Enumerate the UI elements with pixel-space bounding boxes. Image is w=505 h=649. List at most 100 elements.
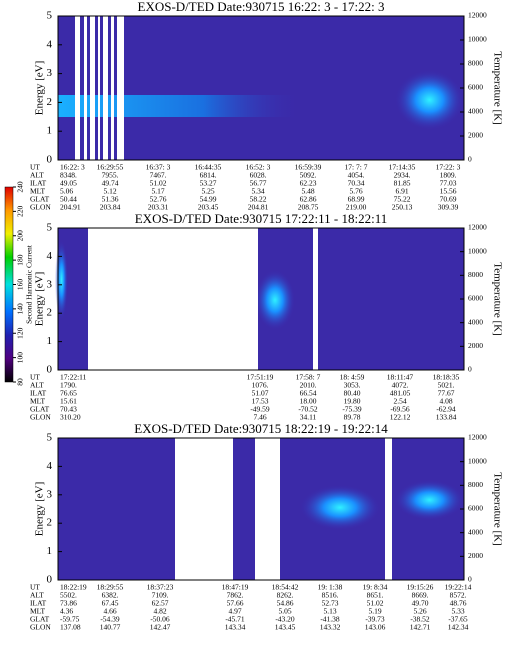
- y2-tick-label: 8000: [468, 480, 483, 489]
- spectrogram-feature: [395, 70, 464, 130]
- table-cell: 4.82: [153, 607, 166, 616]
- table-cell: 203.84: [100, 203, 121, 212]
- table-cell: -70.52: [298, 405, 318, 414]
- table-cell: 5092.: [300, 171, 317, 180]
- colorbar-tick-label: 220: [16, 206, 25, 218]
- table-cell: 16:52: 3: [246, 163, 271, 172]
- table-cell: 18:29:55: [97, 583, 124, 592]
- colorbar-tick-label: 120: [16, 327, 25, 339]
- table-cell: 143.32: [320, 623, 341, 632]
- table-cell: 142.47: [150, 623, 171, 632]
- chart-title: EXOS-D/TED Date:930715 16:22: 3 - 17:22:…: [138, 0, 385, 14]
- table-cell: 2.54: [393, 397, 406, 406]
- y-tick-label: 3: [47, 488, 53, 500]
- table-cell: 18:54:42: [272, 583, 299, 592]
- table-cell: 4.08: [439, 397, 452, 406]
- table-cell: 6.91: [395, 187, 408, 196]
- y-tick-label: 2: [47, 307, 53, 319]
- table-cell: -50.06: [150, 615, 170, 624]
- y-tick-label: 5: [47, 222, 53, 234]
- table-cell: 203.45: [198, 203, 219, 212]
- table-cell: 481.05: [390, 389, 411, 398]
- y-tick-label: 1: [47, 335, 53, 347]
- table-cell: 8516.: [322, 591, 339, 600]
- table-cell: -41.38: [320, 615, 340, 624]
- table-cell: 51.02: [150, 179, 167, 188]
- table-cell: 5.26: [413, 607, 426, 616]
- table-cell: -69.56: [390, 405, 410, 414]
- table-cell: 1809.: [440, 171, 457, 180]
- table-cell: 70.43: [60, 405, 77, 414]
- table-cell: 208.75: [298, 203, 319, 212]
- table-cell: 19: 8:34: [363, 583, 388, 592]
- table-cell: 8262.: [277, 591, 294, 600]
- table-cell: 81.85: [394, 179, 411, 188]
- y2-tick-label: 8000: [468, 59, 483, 68]
- table-cell: 62.86: [300, 195, 317, 204]
- table-cell: 89.78: [344, 413, 361, 422]
- table-cell: 6028.: [250, 171, 267, 180]
- spectrogram-feature: [55, 240, 68, 320]
- table-cell: 4.36: [60, 607, 73, 616]
- y2-tick-label: 0: [468, 155, 472, 164]
- y2-tick-label: 12000: [468, 433, 487, 442]
- table-cell: 76.65: [60, 389, 77, 398]
- table-cell: -75.39: [342, 405, 362, 414]
- y2-tick-label: 10000: [468, 456, 487, 465]
- table-cell: 2010.: [300, 381, 317, 390]
- table-cell: 143.34: [225, 623, 246, 632]
- table-cell: 4.97: [228, 607, 241, 616]
- table-cell: 143.06: [365, 623, 386, 632]
- y-tick-label: 5: [47, 432, 53, 444]
- y-tick-label: 3: [47, 278, 53, 290]
- data-gap: [255, 438, 280, 580]
- table-cell: 7467.: [150, 171, 167, 180]
- data-gap: [98, 16, 100, 160]
- y-tick-label: 3: [47, 67, 53, 79]
- table-cell: 34.11: [300, 413, 317, 422]
- data-gap: [84, 16, 87, 160]
- table-cell: 16:59:39: [295, 163, 322, 172]
- table-cell: 309.39: [438, 203, 459, 212]
- table-cell: 50.44: [60, 195, 77, 204]
- table-cell: 5.13: [323, 607, 336, 616]
- table-cell: 54.86: [277, 599, 294, 608]
- table-cell: 5.06: [60, 187, 73, 196]
- data-gap: [75, 16, 80, 160]
- colorbar-tick-label: 240: [16, 181, 25, 193]
- table-row-label: UT: [30, 163, 40, 172]
- table-row-label: GLAT: [30, 405, 50, 414]
- table-cell: 57.66: [227, 599, 244, 608]
- table-cell: 15.61: [60, 397, 77, 406]
- table-cell: 52.76: [150, 195, 167, 204]
- table-row-label: ILAT: [30, 179, 47, 188]
- table-row-label: UT: [30, 373, 40, 382]
- table-cell: -43.20: [275, 615, 295, 624]
- table-cell: 203.31: [148, 203, 169, 212]
- table-cell: 49.70: [412, 599, 429, 608]
- y2-tick-label: 10000: [468, 246, 487, 255]
- table-cell: 6382.: [102, 591, 119, 600]
- y2-tick-label: 4000: [468, 317, 483, 326]
- table-cell: 17.53: [252, 397, 269, 406]
- table-cell: 18:22:19: [60, 583, 87, 592]
- y-tick-label: 1: [47, 545, 53, 557]
- table-cell: 52.73: [322, 599, 339, 608]
- table-cell: 16:29:55: [97, 163, 124, 172]
- colorbar-tick-label: 200: [16, 230, 25, 242]
- data-gap: [385, 438, 392, 580]
- table-cell: 19.80: [344, 397, 361, 406]
- table-cell: 7.46: [253, 413, 266, 422]
- table-row-label: ALT: [30, 171, 44, 180]
- table-cell: 140.77: [100, 623, 121, 632]
- y2-tick-label: 2000: [468, 131, 483, 140]
- y2-tick-label: 8000: [468, 270, 483, 279]
- table-cell: 143.45: [275, 623, 296, 632]
- table-cell: 73.86: [60, 599, 77, 608]
- table-cell: 219.00: [346, 203, 367, 212]
- y-tick-label: 4: [47, 250, 53, 262]
- table-cell: 204.91: [60, 203, 81, 212]
- table-row-label: ILAT: [30, 599, 47, 608]
- data-gap: [117, 16, 124, 160]
